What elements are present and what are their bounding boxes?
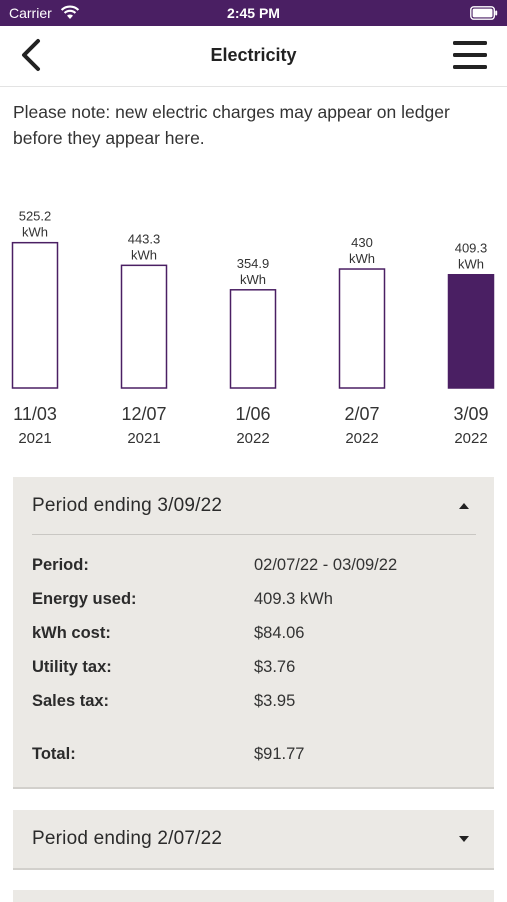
hamburger-menu-icon[interactable]	[453, 40, 487, 70]
period-title: Period ending 2/07/22	[32, 828, 223, 849]
detail-value: 409.3 kWh	[254, 590, 333, 608]
bar-value-label: 409.3	[455, 241, 488, 256]
bar-unit-label: kWh	[349, 251, 375, 266]
ledger-notice: Please note: new electric charges may ap…	[13, 102, 450, 148]
nav-bar: Electricity	[0, 26, 507, 87]
usage-bar[interactable]	[120, 264, 168, 389]
usage-bar[interactable]	[447, 273, 495, 389]
usage-bar-chart: 525.2 kWh 443.3 kWh 354.9 kWh 430 kWh 409.3 kWh 1…	[0, 190, 507, 460]
detail-value: $84.06	[254, 624, 305, 642]
status-bar: Carrier 2:45 PM	[0, 0, 507, 26]
period-title: Period ending 3/09/22	[32, 495, 223, 516]
back-chevron-icon[interactable]	[18, 38, 44, 72]
detail-row: Energy used: 409.3 kWh	[32, 590, 482, 614]
bar-value-label: 354.9	[237, 256, 270, 271]
detail-label: Utility tax:	[32, 658, 112, 676]
x-axis-year: 2022	[454, 430, 488, 447]
detail-label: kWh cost:	[32, 624, 111, 642]
detail-value: $3.95	[254, 692, 296, 710]
period-card-expanded: Period ending 3/09/22 Period: 02/07/22 - …	[13, 477, 494, 789]
bar-unit-label: kWh	[22, 225, 48, 240]
x-axis-label: 3/09 2022	[431, 402, 507, 450]
detail-row: Sales tax: $3.95	[32, 692, 482, 716]
usage-bar[interactable]	[338, 268, 386, 389]
detail-value: $3.76	[254, 658, 296, 676]
x-axis-date: 1/06	[235, 404, 271, 424]
detail-label: Period:	[32, 556, 89, 574]
period-card-partial[interactable]	[13, 890, 494, 902]
detail-value: 02/07/22 - 03/09/22	[254, 556, 398, 574]
x-axis-date: 11/03	[13, 404, 57, 424]
caret-down-icon	[459, 836, 469, 842]
battery-icon	[470, 6, 498, 20]
caret-up-icon	[459, 503, 469, 509]
usage-bar[interactable]	[11, 241, 59, 389]
total-row: Total: $91.77	[32, 745, 482, 769]
x-axis-date: 12/07	[121, 404, 167, 424]
usage-bar[interactable]	[229, 289, 277, 389]
bar-value-label: 525.2	[19, 209, 52, 224]
wifi-icon	[60, 5, 80, 19]
detail-label: Sales tax:	[32, 692, 110, 710]
page-title: Electricity	[210, 45, 297, 65]
bar-unit-label: kWh	[458, 257, 484, 272]
period-card-collapsed[interactable]: Period ending 2/07/22	[13, 810, 494, 870]
detail-row: kWh cost: $84.06	[32, 624, 482, 648]
x-axis-label: 12/07 2021	[104, 402, 184, 450]
detail-row: Period: 02/07/22 - 03/09/22	[32, 556, 482, 580]
bar-value-label: 443.3	[128, 231, 161, 246]
period-header[interactable]: Period ending 3/09/22	[13, 477, 494, 535]
x-axis-year: 2022	[345, 430, 379, 447]
x-axis-date: 2/07	[344, 404, 380, 424]
period-divider	[32, 534, 476, 535]
x-axis-label: 1/06 2022	[213, 402, 293, 450]
carrier-label: Carrier	[9, 5, 52, 21]
status-time: 2:45 PM	[227, 5, 280, 21]
total-label: Total:	[32, 745, 76, 763]
bar-unit-label: kWh	[131, 247, 157, 262]
total-value: $91.77	[254, 745, 305, 763]
x-axis-year: 2021	[18, 430, 52, 447]
detail-label: Energy used:	[32, 590, 137, 608]
x-axis-year: 2022	[236, 430, 270, 447]
x-axis-label: 2/07 2022	[322, 402, 402, 450]
x-axis-date: 3/09	[453, 404, 489, 424]
x-axis-year: 2021	[127, 430, 161, 447]
bar-value-label: 430	[351, 235, 373, 250]
period-header[interactable]: Period ending 2/07/22	[13, 810, 494, 868]
detail-row: Utility tax: $3.76	[32, 658, 482, 682]
x-axis-label: 11/03 2021	[0, 402, 75, 450]
bar-unit-label: kWh	[240, 272, 266, 287]
